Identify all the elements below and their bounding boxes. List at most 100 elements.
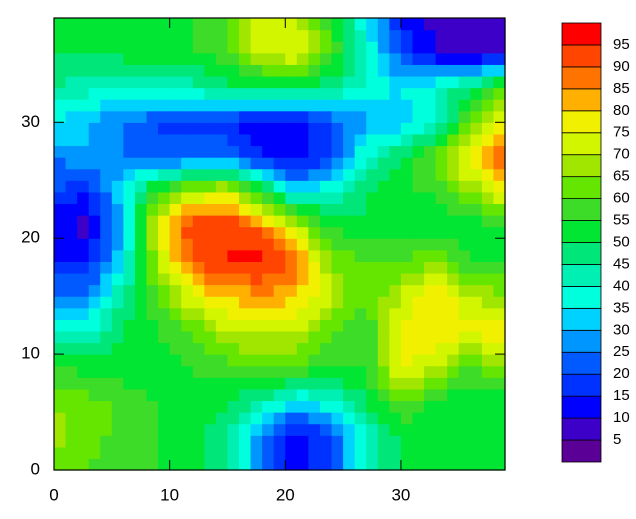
contour-cell: [424, 365, 437, 378]
contour-cell: [481, 168, 495, 181]
contour-cell: [239, 354, 252, 367]
contour-cell: [77, 64, 90, 77]
contour-cell: [470, 87, 483, 100]
contour-cell: [447, 110, 460, 123]
contour-cell: [435, 52, 448, 65]
contour-cell: [262, 423, 275, 436]
colorbar-label: 25: [613, 343, 630, 360]
contour-cell: [215, 272, 229, 286]
contour-cell: [400, 423, 414, 436]
contour-cell: [354, 307, 367, 320]
contour-cell: [273, 99, 286, 112]
contour-cell: [111, 377, 124, 390]
contour-cell: [412, 284, 425, 297]
contour-cell: [262, 18, 275, 31]
contour-cell: [354, 157, 367, 170]
contour-cell: [331, 191, 344, 205]
contour-cell: [100, 319, 113, 332]
colorbar-label: 20: [613, 365, 630, 382]
contour-cell: [273, 261, 286, 274]
contour-cell: [458, 342, 471, 355]
contour-cell: [123, 168, 136, 181]
contour-cell: [424, 284, 437, 297]
contour-cell: [88, 168, 101, 181]
contour-cell: [111, 52, 124, 65]
contour-cell: [250, 238, 263, 251]
colorbar-label: 60: [613, 190, 630, 207]
contour-cell: [447, 203, 460, 216]
contour-cell: [158, 64, 171, 77]
contour-cell: [331, 261, 344, 274]
contour-cell: [88, 400, 101, 413]
contour-cell: [181, 87, 194, 100]
contour-cell: [458, 99, 471, 112]
contour-cell: [435, 261, 448, 274]
contour-cell: [146, 226, 159, 239]
contour-cell: [470, 157, 483, 170]
contour-cell: [308, 446, 321, 460]
contour-cell: [215, 29, 229, 42]
contour-cell: [273, 122, 286, 135]
y-tick-label: 30: [21, 112, 40, 131]
contour-cell: [470, 365, 483, 378]
contour-cell: [169, 87, 182, 100]
contour-cell: [65, 249, 78, 262]
contour-cell: [470, 412, 483, 425]
contour-cell: [354, 145, 367, 158]
contour-cell: [262, 157, 275, 170]
contour-cell: [424, 122, 437, 135]
contour-cell: [481, 87, 495, 100]
contour-cell: [296, 110, 310, 123]
contour-cell: [354, 180, 367, 193]
contour-cell: [239, 400, 252, 413]
contour-cell: [192, 191, 205, 205]
contour-cell: [331, 365, 344, 378]
contour-cell: [146, 412, 159, 425]
contour-cell: [192, 18, 205, 31]
contour-cell: [88, 18, 101, 31]
contour-cell: [111, 203, 124, 216]
contour-cell: [481, 446, 495, 460]
contour-cell: [146, 99, 159, 112]
contour-cell: [319, 122, 333, 135]
contour-cell: [458, 354, 471, 367]
contour-cell: [412, 388, 425, 402]
contour-cell: [123, 365, 136, 378]
plot-frame: [53, 17, 506, 471]
contour-cell: [412, 29, 425, 42]
contour-cell: [192, 423, 205, 436]
contour-cell: [481, 110, 495, 123]
contour-cell: [204, 261, 217, 274]
contour-cell: [493, 296, 506, 309]
contour-cell: [470, 296, 483, 309]
contour-cell: [239, 99, 252, 112]
contour-cell: [331, 87, 344, 100]
contour-cell: [215, 388, 229, 402]
contour-cell: [239, 180, 252, 193]
contour-cell: [215, 145, 229, 158]
contour-cell: [192, 145, 205, 158]
contour-cell: [123, 377, 136, 390]
contour-cell: [319, 18, 333, 31]
contour-cell: [123, 87, 136, 100]
contour-cell: [447, 307, 460, 320]
contour-cell: [343, 261, 356, 274]
contour-cell: [192, 284, 205, 297]
contour-cell: [77, 203, 90, 216]
contour-cell: [435, 458, 448, 471]
contour-cell: [204, 377, 217, 390]
contour-cell: [250, 388, 263, 402]
contour-cell: [227, 226, 240, 239]
contour-cell: [308, 168, 321, 181]
colorbar-label: 45: [613, 255, 630, 272]
contour-cell: [470, 435, 483, 448]
contour-cell: [77, 110, 90, 123]
contour-cell: [343, 307, 356, 320]
contour-cell: [65, 296, 78, 309]
contour-cell: [123, 435, 136, 448]
contour-cell: [88, 296, 101, 309]
contour-cell: [77, 423, 90, 436]
contour-cell: [192, 180, 205, 193]
contour-cell: [412, 377, 425, 390]
contour-cell: [319, 284, 333, 297]
